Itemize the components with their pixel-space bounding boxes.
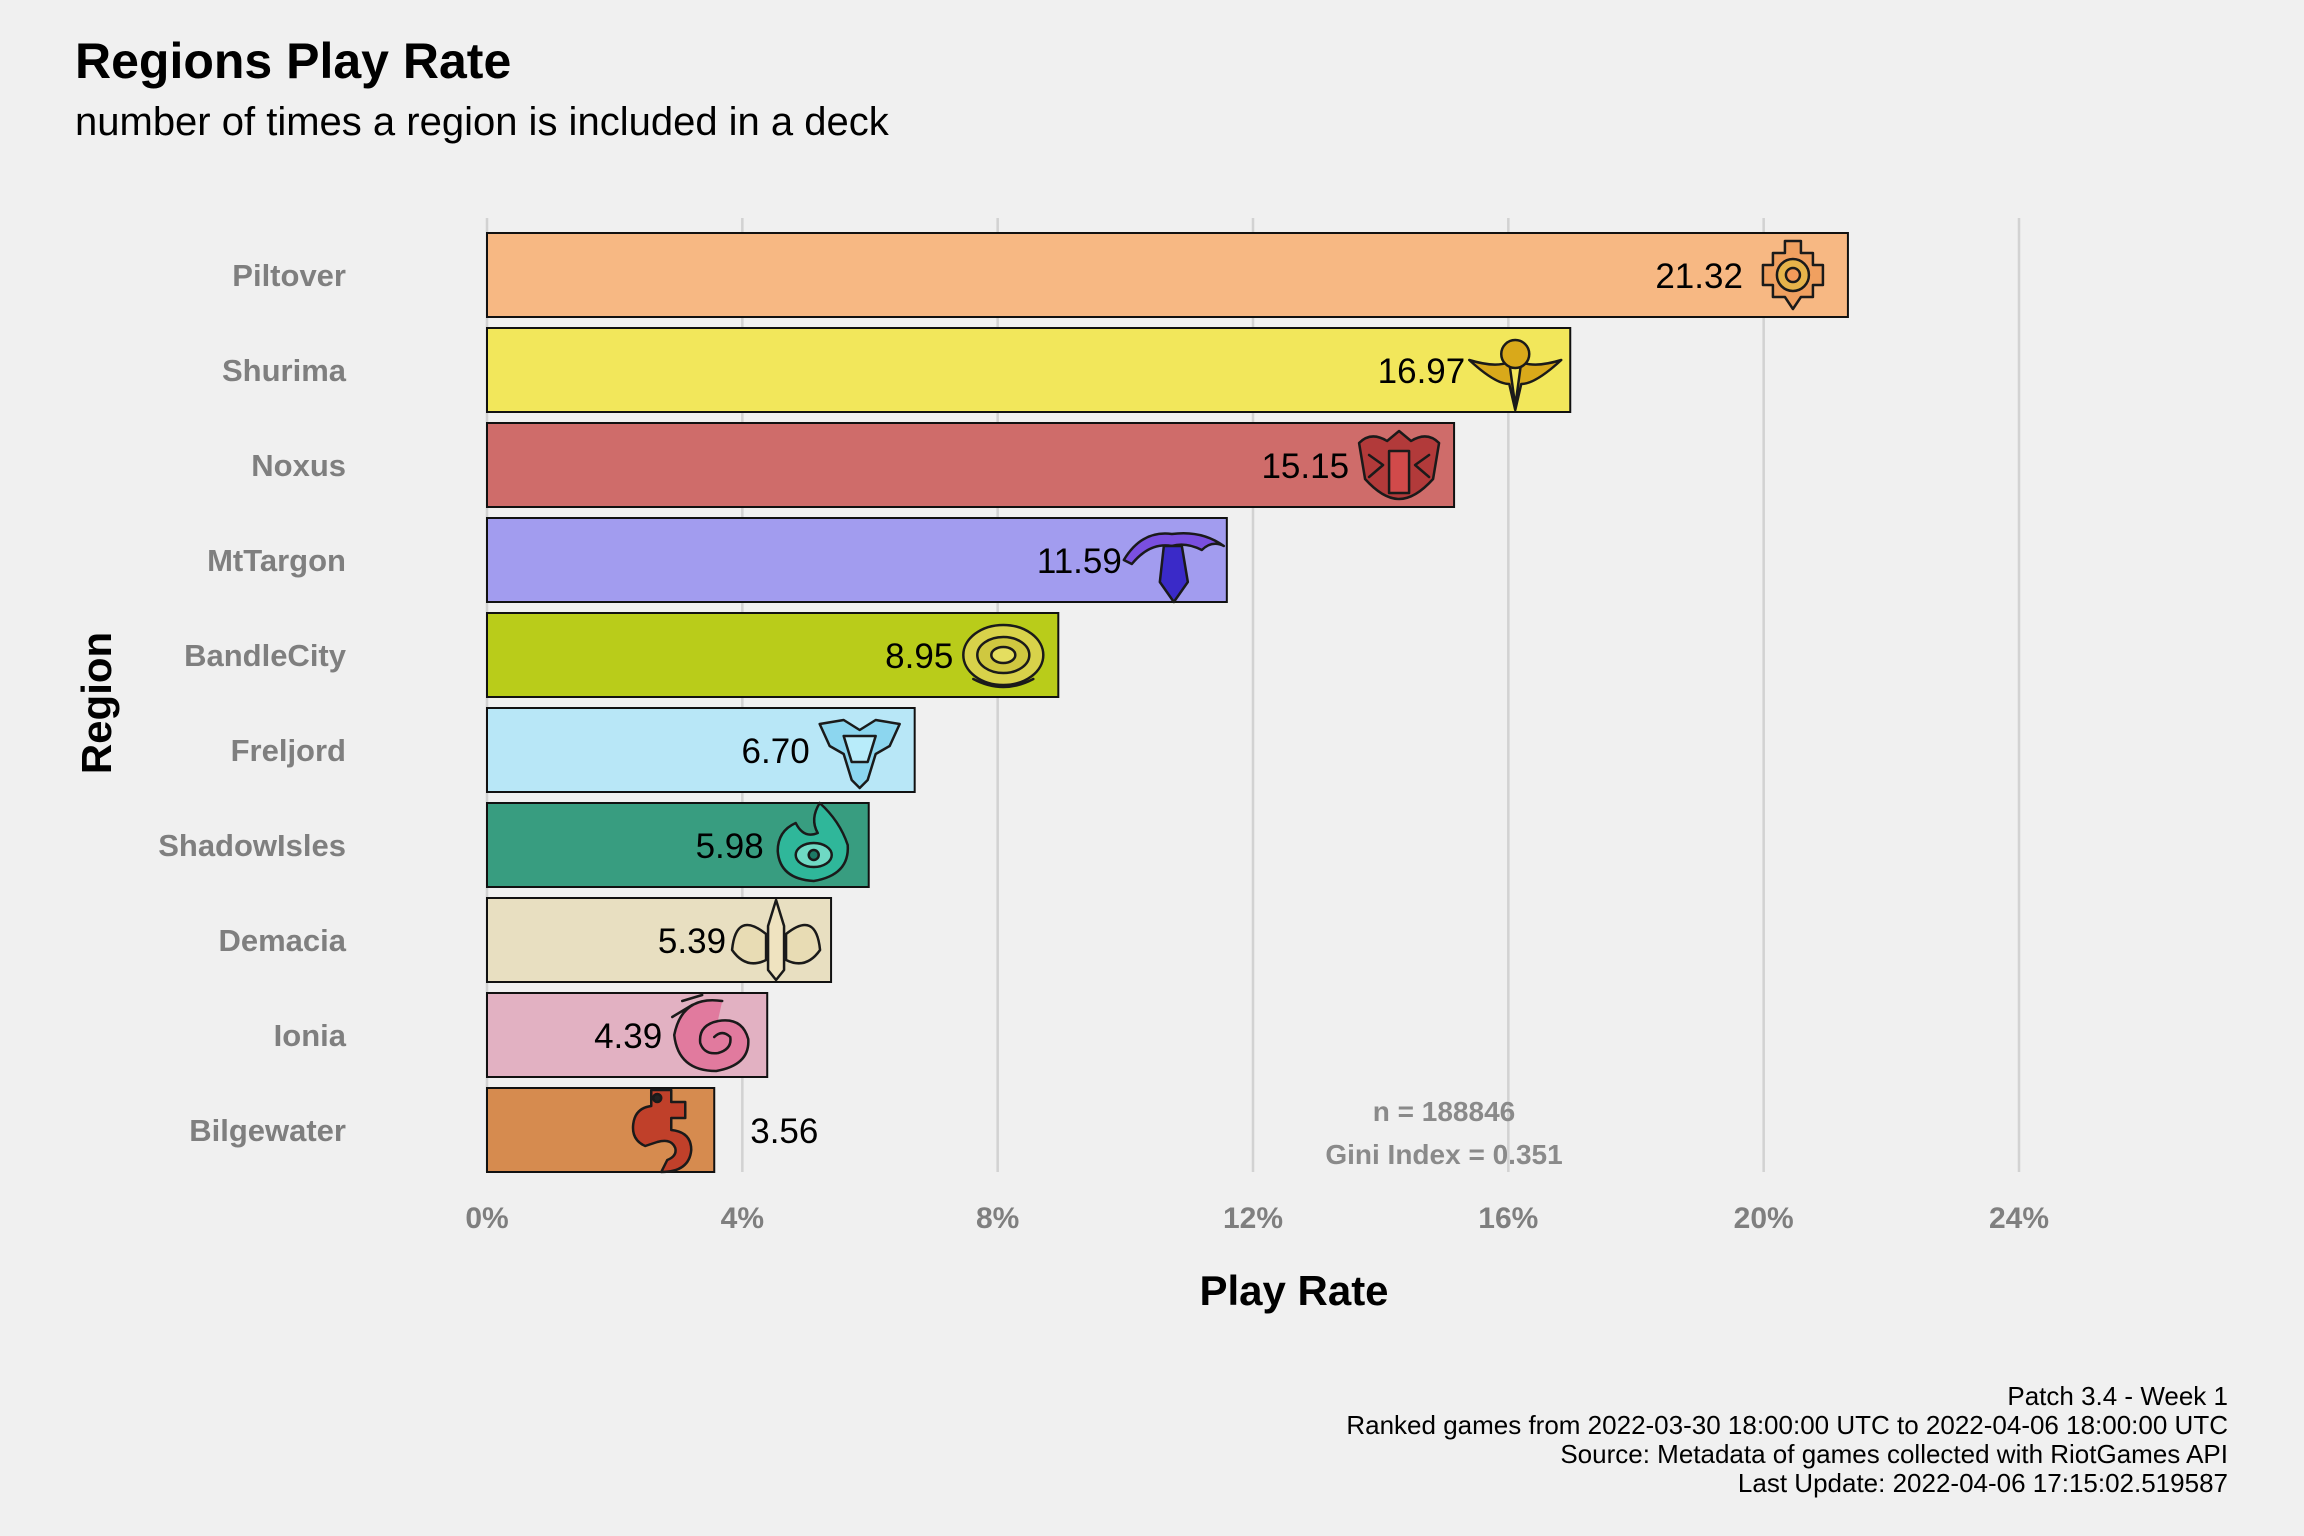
- shadowisles-icon: [776, 801, 849, 883]
- bar-piltover: [486, 232, 1849, 318]
- x-tick-label: 20%: [1734, 1202, 1794, 1235]
- chart-title: Regions Play Rate: [75, 33, 512, 89]
- shurima-icon: [1468, 338, 1563, 412]
- bandlecity-icon: [962, 623, 1045, 689]
- x-tick-label: 0%: [465, 1202, 508, 1235]
- value-label: 21.32: [1655, 257, 1743, 296]
- freljord-icon: [818, 718, 901, 790]
- x-tick-label: 12%: [1223, 1202, 1283, 1235]
- mttargon-icon: [1122, 532, 1226, 604]
- footer-source: Source: Metadata of games collected with…: [1560, 1439, 2228, 1469]
- annotation-n: n = 188846: [1373, 1096, 1515, 1127]
- y-tick-label: Demacia: [218, 923, 346, 958]
- footer: Patch 3.4 - Week 1 Ranked games from 202…: [1346, 1382, 2228, 1498]
- y-tick-label: Bilgewater: [189, 1113, 346, 1148]
- y-tick-label: BandleCity: [184, 638, 347, 673]
- bilgewater-icon: [631, 1088, 693, 1174]
- bar-shurima: [486, 327, 1572, 413]
- y-tick-label: Piltover: [232, 258, 346, 293]
- value-label: 5.39: [658, 922, 726, 961]
- footer-patch: Patch 3.4 - Week 1: [2007, 1381, 2228, 1411]
- x-axis-title: Play Rate: [1199, 1267, 1388, 1314]
- value-label: 5.98: [696, 827, 764, 866]
- y-tick-labels: Piltover Shurima Noxus MtTargon BandleCity Fr…: [158, 258, 347, 1148]
- value-label: 8.95: [885, 637, 953, 676]
- chart-subtitle: number of times a region is included in …: [75, 100, 889, 144]
- y-tick-label: ShadowIsles: [158, 828, 346, 863]
- noxus-icon: [1357, 429, 1441, 501]
- value-label: 6.70: [742, 732, 810, 771]
- bar-noxus: [486, 422, 1456, 508]
- bar-mttargon: [486, 517, 1228, 603]
- x-tick-label: 4%: [721, 1202, 764, 1235]
- demacia-icon: [730, 898, 822, 982]
- piltover-icon: [1761, 239, 1825, 311]
- annotation-gini: Gini Index = 0.351: [1325, 1139, 1562, 1170]
- footer-date-range: Ranked games from 2022-03-30 18:00:00 UT…: [1346, 1410, 2228, 1440]
- footer-last-update: Last Update: 2022-04-06 17:15:02.519587: [1737, 1468, 2228, 1498]
- x-tick-label: 16%: [1478, 1202, 1538, 1235]
- y-tick-label: MtTargon: [207, 543, 346, 578]
- value-label: 11.59: [1037, 542, 1122, 581]
- y-tick-label: Freljord: [231, 733, 346, 768]
- value-label: 16.97: [1378, 352, 1466, 391]
- y-tick-label: Shurima: [222, 353, 347, 388]
- value-label: 3.56: [750, 1112, 818, 1151]
- ionia-icon: [670, 993, 750, 1073]
- y-tick-label: Noxus: [251, 448, 346, 483]
- y-axis-title: Region: [73, 632, 120, 774]
- x-tick-labels: 0% 4% 8% 12% 16% 20% 24%: [465, 1202, 2049, 1235]
- x-tick-label: 24%: [1989, 1202, 2049, 1235]
- value-label: 4.39: [594, 1017, 662, 1056]
- value-label: 15.15: [1261, 447, 1349, 486]
- y-tick-label: Ionia: [274, 1018, 347, 1053]
- bars: 21.32 16.97 15.15 11.59 8.95 6.70 5.98 5.39 4.39…: [486, 232, 1849, 1174]
- x-tick-label: 8%: [976, 1202, 1019, 1235]
